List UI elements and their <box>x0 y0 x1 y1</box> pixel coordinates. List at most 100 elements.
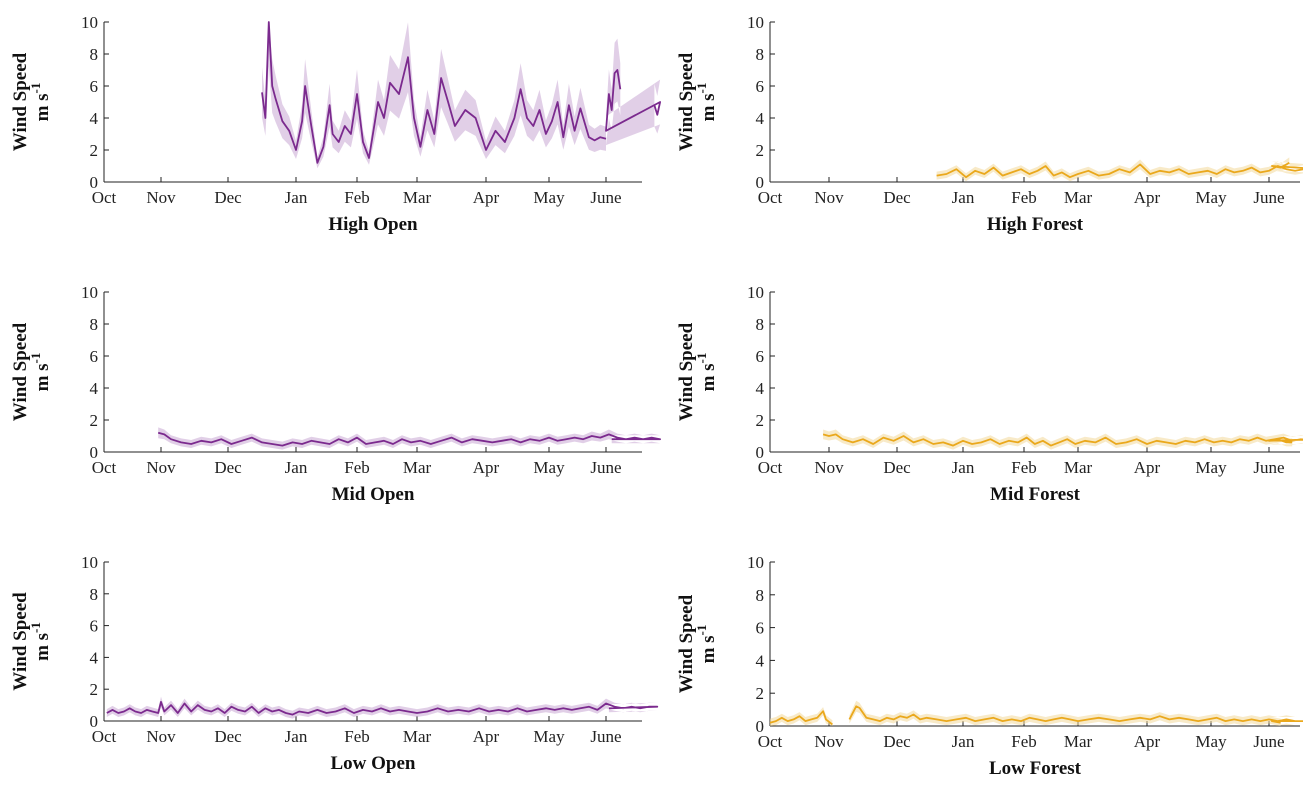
series-band-high-open <box>262 22 606 169</box>
x-tick-label: Apr <box>473 188 500 207</box>
y-tick-label: 2 <box>90 411 99 430</box>
x-tick-label: Nov <box>814 188 844 207</box>
x-tick-label: Feb <box>344 188 370 207</box>
y-axis-label: Wind Speed <box>10 52 31 151</box>
y-tick-label: 0 <box>90 443 99 462</box>
y-tick-label: 10 <box>81 283 98 302</box>
x-tick-label: Dec <box>214 727 242 746</box>
y-tick-label: 0 <box>756 717 765 736</box>
y-tick-label: 2 <box>756 141 765 160</box>
x-tick-label: Dec <box>883 458 911 477</box>
panel-title: Low Forest <box>989 758 1082 779</box>
y-axis-label: Wind Speed <box>676 322 697 421</box>
x-tick-label: Dec <box>883 188 911 207</box>
series-line-mid-forest <box>822 433 1303 447</box>
x-tick-label: Jan <box>285 458 308 477</box>
y-tick-label: 8 <box>756 315 765 334</box>
series-band-low-open <box>106 696 658 719</box>
y-tick-label: 6 <box>756 347 765 366</box>
y-tick-label: 10 <box>747 13 764 32</box>
x-tick-label: May <box>533 188 565 207</box>
panel-title: Mid Open <box>332 484 415 505</box>
x-tick-label: June <box>1253 732 1284 751</box>
y-axis-unit: m s-1 <box>28 83 53 122</box>
x-tick-label: Nov <box>814 458 844 477</box>
y-tick-label: 8 <box>90 585 99 604</box>
series-line-low-open <box>106 701 659 716</box>
x-tick-label: Apr <box>1134 188 1161 207</box>
x-tick-label: May <box>1195 732 1227 751</box>
x-tick-label: Nov <box>146 458 176 477</box>
x-tick-label: Apr <box>473 727 500 746</box>
x-tick-label: Feb <box>1011 458 1037 477</box>
x-tick-label: Oct <box>758 732 783 751</box>
x-tick-label: Apr <box>1134 458 1161 477</box>
x-tick-label: Feb <box>1011 188 1037 207</box>
y-tick-label: 4 <box>90 379 99 398</box>
panel-mid-open: 0 2 4 6 8 10 Oct Nov Dec Jan Feb Mar Apr May June Mid O… <box>10 283 661 505</box>
y-tick-label: 4 <box>90 648 99 667</box>
y-axis-label: Wind Speed <box>10 592 31 691</box>
y-axis-unit: m s-1 <box>28 622 53 661</box>
y-axis-unit: m s-1 <box>694 83 719 122</box>
y-tick-label: 6 <box>90 77 99 96</box>
x-tick-label: Apr <box>1134 732 1161 751</box>
x-tick-label: Jan <box>952 732 975 751</box>
y-tick-label: 6 <box>90 617 99 636</box>
y-tick-label: 4 <box>756 651 765 670</box>
series-line-high-forest <box>936 162 1303 179</box>
y-tick-label: 8 <box>756 45 765 64</box>
series-band-high-open <box>606 38 661 146</box>
x-tick-label: May <box>533 458 565 477</box>
x-tick-label: Nov <box>146 727 176 746</box>
x-tick-label: Jan <box>952 458 975 477</box>
series-band-mid-open <box>158 427 661 450</box>
x-tick-label: Oct <box>92 188 117 207</box>
x-tick-label: May <box>533 727 565 746</box>
x-tick-label: June <box>590 727 621 746</box>
x-tick-label: Oct <box>92 458 117 477</box>
x-tick-label: June <box>590 458 621 477</box>
x-tick-label: June <box>1253 458 1284 477</box>
y-axis-unit: m s-1 <box>694 353 719 392</box>
panel-mid-forest: 0 2 4 6 8 10 Oct Nov Dec Jan Feb Mar Apr May June Mid F… <box>676 283 1303 505</box>
y-axis-label: Wind Speed <box>676 52 697 151</box>
x-tick-label: Jan <box>285 727 308 746</box>
y-tick-label: 6 <box>756 619 765 638</box>
series-band-mid-forest <box>823 429 1303 450</box>
series-line-low-forest <box>848 705 1303 724</box>
x-tick-label: Mar <box>1064 732 1093 751</box>
x-tick-label: Apr <box>473 458 500 477</box>
y-axis-unit: m s-1 <box>28 353 53 392</box>
y-tick-label: 2 <box>90 141 99 160</box>
panel-title: Mid Forest <box>990 484 1081 505</box>
y-tick-label: 8 <box>756 586 765 605</box>
y-axis-label: Wind Speed <box>10 322 31 421</box>
x-tick-label: Dec <box>883 732 911 751</box>
y-tick-label: 0 <box>90 173 99 192</box>
y-tick-label: 0 <box>756 173 765 192</box>
x-tick-label: Oct <box>758 458 783 477</box>
x-tick-label: June <box>1253 188 1284 207</box>
y-tick-label: 2 <box>90 680 99 699</box>
y-tick-label: 10 <box>81 13 98 32</box>
y-tick-label: 10 <box>747 283 764 302</box>
y-tick-label: 10 <box>81 553 98 572</box>
panel-high-forest: 0 2 4 6 8 10 Oct Nov Dec Jan Feb Mar Apr May June High … <box>676 13 1303 235</box>
x-tick-label: Oct <box>92 727 117 746</box>
x-tick-label: Feb <box>344 458 370 477</box>
x-tick-label: May <box>1195 458 1227 477</box>
panel-title: High Open <box>328 214 418 235</box>
x-tick-label: Jan <box>952 188 975 207</box>
series-line-mid-open <box>157 431 661 447</box>
y-tick-label: 4 <box>756 379 765 398</box>
y-axis-unit: m s-1 <box>694 625 719 664</box>
y-tick-label: 4 <box>90 109 99 128</box>
y-tick-label: 0 <box>756 443 765 462</box>
x-tick-label: Nov <box>146 188 176 207</box>
panel-title: High Forest <box>987 214 1084 235</box>
y-tick-label: 2 <box>756 684 765 703</box>
x-tick-label: Feb <box>344 727 370 746</box>
x-tick-label: Dec <box>214 458 242 477</box>
